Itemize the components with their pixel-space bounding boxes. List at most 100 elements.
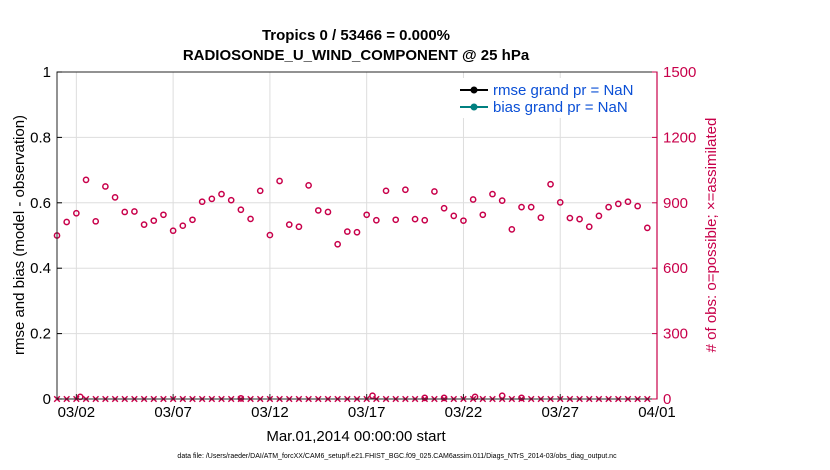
obs-possible-point	[169, 227, 177, 235]
obs-possible-point	[576, 215, 583, 223]
chart-title: Tropics 0 / 53466 = 0.000%	[262, 27, 450, 44]
obs-possible-point	[411, 215, 419, 223]
obs-possible-point	[218, 190, 225, 198]
obs-possible-point	[369, 392, 376, 400]
obs-possible-point	[547, 180, 554, 188]
obs-possible-point	[160, 211, 167, 219]
obs-possible-point	[634, 202, 641, 210]
obs-possible-point	[469, 196, 477, 203]
y-left-tick-label: 1	[43, 64, 51, 81]
obs-possible-point	[498, 392, 506, 400]
x-tick-label: 03/27	[541, 404, 579, 421]
obs-possible-point	[150, 217, 158, 225]
legend-box	[452, 78, 652, 118]
y-left-tick-label: 0.8	[30, 129, 51, 146]
obs-possible-point	[440, 394, 448, 402]
y-axis-right: 0 300 600 900 1200 1500	[652, 64, 696, 408]
obs-possible-point	[498, 197, 506, 204]
x-tick-label: 03/22	[445, 404, 483, 421]
legend: rmse grand pr = NaN bias grand pr = NaN	[452, 78, 652, 118]
obs-possible-point	[489, 190, 496, 198]
obs-possible-point	[73, 209, 80, 217]
obs-possible-point	[440, 204, 448, 212]
obs-possible-point	[392, 216, 400, 224]
obs-possible-point	[527, 203, 535, 211]
x-tick-label: 03/07	[154, 404, 192, 421]
obs-possible-point	[63, 218, 71, 226]
obs-possible-point	[140, 221, 148, 228]
obs-possible-point	[421, 394, 429, 402]
legend-label-bias: bias grand pr = NaN	[493, 99, 628, 116]
obs-possible-point	[179, 222, 187, 230]
obs-possible-point	[227, 196, 235, 204]
legend-marker-bias	[470, 103, 478, 111]
obs-possible-point	[198, 198, 206, 206]
y-right-tick-label: 300	[663, 326, 688, 343]
obs-possible-point	[518, 394, 525, 402]
obs-possible-point	[382, 187, 390, 195]
obs-possible-point	[624, 198, 632, 206]
obs-possible-point	[111, 194, 119, 201]
obs-possible-point	[92, 217, 100, 225]
y-left-tick-label: 0.2	[30, 326, 51, 343]
obs-possible-point	[102, 183, 109, 190]
obs-possible-point	[131, 208, 138, 215]
y-right-tick-label: 1500	[663, 64, 696, 81]
x-axis-label: Mar.01,2014 00:00:00 start	[266, 428, 446, 445]
y-axis-left: 0 0.2 0.4 0.6 0.8 1	[30, 64, 62, 408]
obs-possible-point	[363, 211, 371, 219]
legend-label-rmse: rmse grand pr = NaN	[493, 82, 633, 99]
data-file-note: data file: /Users/raeder/DAI/ATM_forcXX/…	[177, 453, 617, 460]
x-tick-label: 03/12	[251, 404, 289, 421]
obs-possible-point	[643, 224, 651, 232]
obs-possible-point	[237, 394, 245, 402]
y-axis-left-label: rmse and bias (model - observation)	[11, 115, 28, 355]
obs-possible-point	[421, 216, 429, 224]
obs-possible-point	[295, 223, 303, 231]
obs-possible-point	[285, 221, 293, 228]
obs-possible-point	[566, 214, 574, 222]
y-left-tick-label: 0	[43, 391, 51, 408]
obs-possible-point	[537, 214, 545, 221]
obs-possible-point	[402, 186, 409, 194]
obs-possible-point	[256, 187, 264, 195]
obs-possible-point	[450, 212, 458, 220]
obs-possible-point	[508, 226, 516, 233]
obs-possible-point	[373, 216, 380, 224]
obs-possible-point	[460, 217, 467, 225]
x-tick-label: 04/01	[638, 404, 676, 421]
obs-possible-point	[605, 203, 612, 211]
obs-possible-point	[343, 228, 351, 235]
obs-possible-point	[208, 195, 216, 203]
obs-possible-point	[247, 215, 254, 223]
y-right-tick-label: 900	[663, 195, 688, 212]
x-tick-label: 03/17	[348, 404, 386, 421]
obs-possible-point	[518, 203, 525, 211]
obs-possible-point	[595, 212, 603, 220]
legend-marker-rmse	[470, 86, 478, 94]
obs-possible-point	[585, 223, 593, 231]
obs-possible-point	[189, 216, 196, 224]
obs-possible-point	[266, 231, 274, 239]
y-right-tick-label: 0	[663, 391, 671, 408]
obs-possible-point	[479, 211, 487, 219]
y-left-tick-label: 0.6	[30, 195, 51, 212]
y-left-tick-label: 0.4	[30, 260, 51, 277]
obs-possible-point	[324, 208, 332, 216]
y-right-tick-label: 600	[663, 260, 688, 277]
obs-possible-point	[556, 199, 564, 206]
x-tick-label: 03/02	[58, 404, 96, 421]
obs-possible-point	[353, 228, 361, 236]
chart-subtitle: RADIOSONDE_U_WIND_COMPONENT @ 25 hPa	[183, 47, 530, 64]
y-right-tick-label: 1200	[663, 129, 696, 146]
obs-possible-point	[334, 240, 341, 248]
y-axis-right-label: # of obs: o=possible; ×=assimilated	[703, 118, 720, 353]
obs-possible-point	[314, 207, 322, 214]
x-axis: 03/02 03/07 03/12 03/17 03/22 03/27 04/01	[58, 394, 676, 421]
obs-possible-point	[431, 188, 438, 195]
obs-possible-point	[237, 206, 245, 214]
obs-possible-point	[276, 177, 283, 185]
obs-possible-point	[305, 182, 312, 189]
obs-possible-point	[121, 208, 129, 216]
